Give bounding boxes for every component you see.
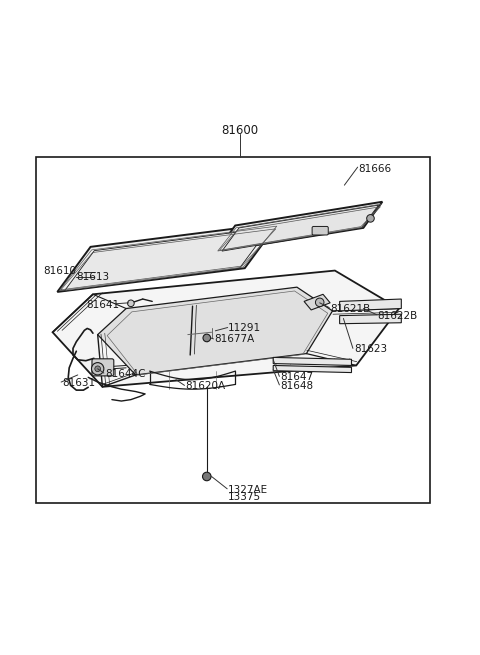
Circle shape xyxy=(315,298,324,307)
Polygon shape xyxy=(222,205,379,251)
Text: 81622B: 81622B xyxy=(378,310,418,321)
Polygon shape xyxy=(273,358,351,365)
Text: 13375: 13375 xyxy=(228,493,261,502)
FancyBboxPatch shape xyxy=(92,359,114,376)
Text: 81620A: 81620A xyxy=(185,381,226,391)
Polygon shape xyxy=(53,271,399,387)
Text: 81644C: 81644C xyxy=(105,369,145,379)
Polygon shape xyxy=(216,202,383,252)
Polygon shape xyxy=(340,314,401,324)
Polygon shape xyxy=(57,223,278,292)
Polygon shape xyxy=(273,365,351,373)
Text: 81647: 81647 xyxy=(280,372,313,383)
Text: 81677A: 81677A xyxy=(214,334,254,344)
Text: 1327AE: 1327AE xyxy=(228,485,268,495)
Polygon shape xyxy=(64,228,269,291)
Text: 11291: 11291 xyxy=(228,324,261,333)
Circle shape xyxy=(92,363,104,375)
Polygon shape xyxy=(304,294,330,310)
Bar xyxy=(36,157,430,503)
Text: 81666: 81666 xyxy=(359,164,392,174)
Text: 81610: 81610 xyxy=(43,265,76,276)
Text: 81648: 81648 xyxy=(280,381,313,391)
Text: 81631: 81631 xyxy=(62,378,95,388)
Circle shape xyxy=(203,472,211,481)
Text: 81621B: 81621B xyxy=(330,303,371,314)
Circle shape xyxy=(367,215,374,222)
Polygon shape xyxy=(97,287,333,375)
Circle shape xyxy=(128,300,134,307)
FancyBboxPatch shape xyxy=(312,227,328,235)
Polygon shape xyxy=(340,299,401,311)
Text: 81600: 81600 xyxy=(221,124,259,137)
Text: 81623: 81623 xyxy=(354,344,387,354)
Circle shape xyxy=(95,366,100,371)
Text: 81613: 81613 xyxy=(76,272,109,282)
Text: 81641: 81641 xyxy=(86,300,119,310)
Circle shape xyxy=(203,334,211,342)
